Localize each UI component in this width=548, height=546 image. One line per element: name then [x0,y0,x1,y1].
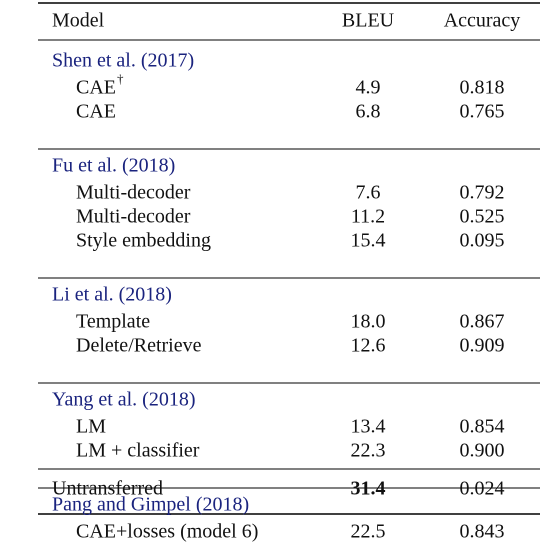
group-title: Pang and Gimpel (2018) [52,494,249,516]
model-name: LM + classifier [76,440,200,462]
bleu-cell: 22.5 [351,521,386,543]
bleu-cell: 15.4 [351,230,386,252]
bleu-cell: 4.9 [356,77,381,99]
bleu-cell: 7.6 [356,182,381,204]
bleu-cell: 31.4 [351,478,386,500]
model-name: CAE+losses (model 6) [76,521,258,543]
model-name: Template [76,311,150,333]
accuracy-cell: 0.792 [460,182,505,204]
group-title: Shen et al. (2017) [52,50,194,72]
header-cell: BLEU [342,10,395,32]
accuracy-cell: 0.909 [460,335,505,357]
model-name: Delete/Retrieve [76,335,202,357]
model-name: Untransferred [52,478,163,500]
bleu-cell: 22.3 [351,440,386,462]
header-cell: Model [52,10,105,32]
model-name: Multi-decoder [76,182,191,204]
accuracy-cell: 0.765 [460,101,505,123]
model-name: CAE+losses (model 6) [76,545,258,546]
group-title: Fu et al. (2018) [52,155,175,177]
accuracy-cell: 0.024 [460,478,505,500]
group-title: Li et al. (2018) [52,284,172,306]
bleu-cell: 13.4 [351,416,386,438]
bleu-cell: 16.3 [351,545,386,546]
accuracy-cell: 0.897 [460,545,505,546]
bleu-cell: 6.8 [356,101,381,123]
accuracy-cell: 0.095 [460,230,505,252]
model-name: Multi-decoder [76,206,191,228]
model-name: CAE [76,101,116,123]
accuracy-cell: 0.854 [460,416,505,438]
footnote-mark: † [117,71,124,86]
bleu-cell: 12.6 [351,335,386,357]
model-name: CAE [76,77,116,99]
accuracy-cell: 0.900 [460,440,505,462]
header-cell: Accuracy [444,10,521,32]
model-name: Style embedding [76,230,211,252]
bleu-cell: 11.2 [351,206,385,228]
accuracy-cell: 0.843 [460,521,505,543]
bleu-cell: 18.0 [351,311,386,333]
group-title: Yang et al. (2018) [52,389,196,411]
accuracy-cell: 0.818 [460,77,505,99]
model-name: LM [76,416,106,438]
accuracy-cell: 0.867 [460,311,505,333]
accuracy-cell: 0.525 [460,206,505,228]
